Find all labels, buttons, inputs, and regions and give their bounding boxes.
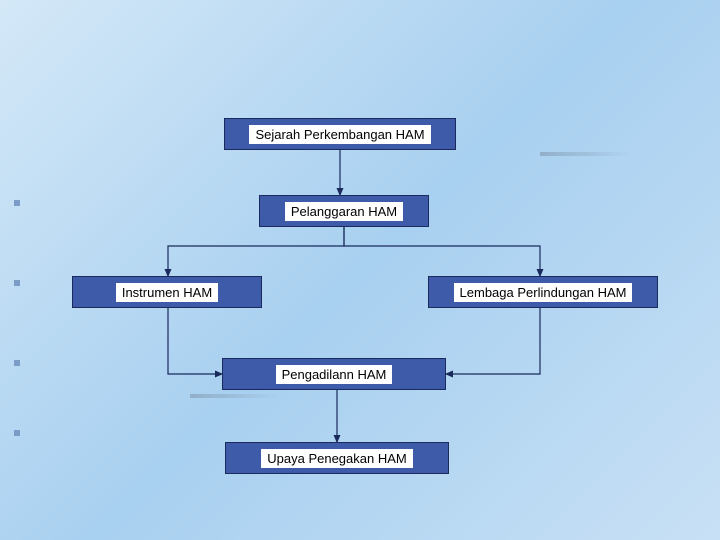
node-label: Instrumen HAM <box>116 283 218 302</box>
slide-bullet <box>14 200 20 206</box>
node-label: Lembaga Perlindungan HAM <box>454 283 633 302</box>
node-pelanggaran: Pelanggaran HAM <box>259 195 429 227</box>
shadow-artifact <box>540 152 630 156</box>
slide-bullet <box>14 430 20 436</box>
slide-bullet <box>14 280 20 286</box>
node-label: Sejarah Perkembangan HAM <box>249 125 430 144</box>
shadow-artifact <box>190 394 280 398</box>
node-instrumen: Instrumen HAM <box>72 276 262 308</box>
node-sejarah: Sejarah Perkembangan HAM <box>224 118 456 150</box>
slide-bullet <box>14 360 20 366</box>
node-label: Pelanggaran HAM <box>285 202 403 221</box>
node-lembaga: Lembaga Perlindungan HAM <box>428 276 658 308</box>
node-label: Upaya Penegakan HAM <box>261 449 412 468</box>
node-label: Pengadilann HAM <box>276 365 393 384</box>
node-upaya: Upaya Penegakan HAM <box>225 442 449 474</box>
node-pengadilan: Pengadilann HAM <box>222 358 446 390</box>
